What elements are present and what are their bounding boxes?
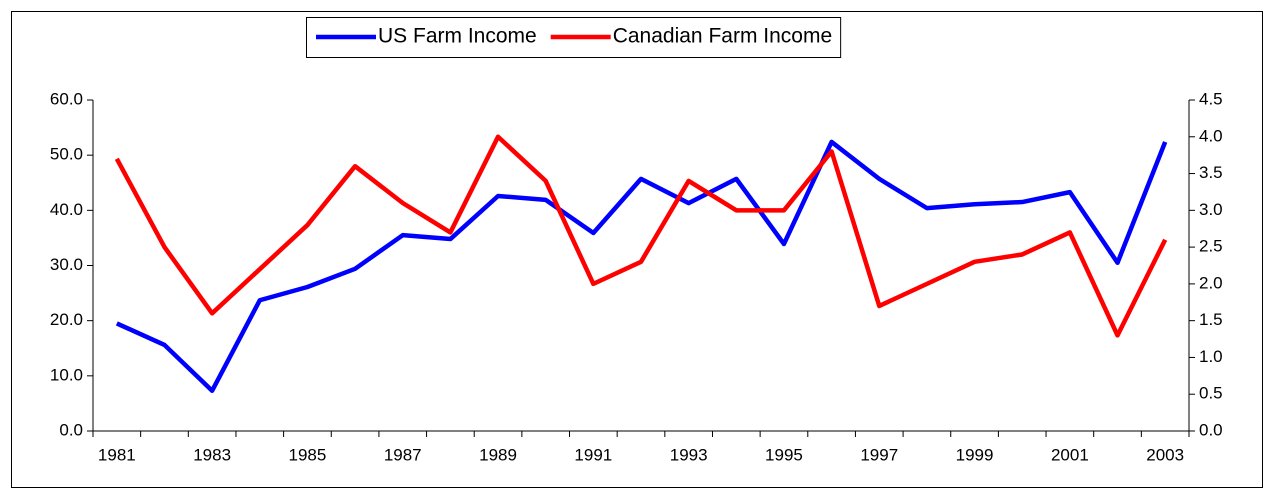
legend-label: Canadian Farm Income <box>613 25 832 48</box>
x-tick-label: 1987 <box>384 445 422 464</box>
y-tick-label: 50.0 <box>50 145 83 164</box>
y-tick-label: 10.0 <box>50 365 83 384</box>
y2-tick-label: 3.0 <box>1199 200 1223 219</box>
chart-frame <box>11 11 1263 488</box>
x-tick-label: 2001 <box>1051 445 1089 464</box>
x-tick-label: 1999 <box>956 445 994 464</box>
series-line <box>115 139 1168 393</box>
x-tick-label: 1983 <box>193 445 231 464</box>
x-tick-label: 2003 <box>1146 445 1184 464</box>
y2-tick-label: 0.5 <box>1199 384 1223 403</box>
x-tick-label: 1981 <box>98 445 136 464</box>
y2-tick-label: 3.5 <box>1199 163 1223 182</box>
y-tick-label: 20.0 <box>50 310 83 329</box>
y2-tick-label: 1.5 <box>1199 310 1223 329</box>
y-tick-label: 30.0 <box>50 255 83 274</box>
y2-tick-label: 4.0 <box>1199 126 1223 145</box>
x-tick-label: 1985 <box>289 445 327 464</box>
y2-tick-label: 0.0 <box>1199 420 1223 439</box>
series-line <box>114 134 1168 338</box>
x-tick-label: 1989 <box>479 445 517 464</box>
y2-tick-label: 4.5 <box>1199 89 1223 108</box>
legend-label: US Farm Income <box>378 25 537 48</box>
x-tick-label: 1995 <box>765 445 803 464</box>
y-tick-label: 0.0 <box>59 420 83 439</box>
y-tick-label: 60.0 <box>50 89 83 108</box>
y2-tick-label: 2.5 <box>1199 237 1223 256</box>
y2-tick-label: 1.0 <box>1199 347 1223 366</box>
x-tick-label: 1997 <box>860 445 898 464</box>
x-tick-label: 1993 <box>670 445 708 464</box>
y2-tick-label: 2.0 <box>1199 273 1223 292</box>
x-tick-label: 1991 <box>574 445 612 464</box>
y-tick-label: 40.0 <box>50 200 83 219</box>
